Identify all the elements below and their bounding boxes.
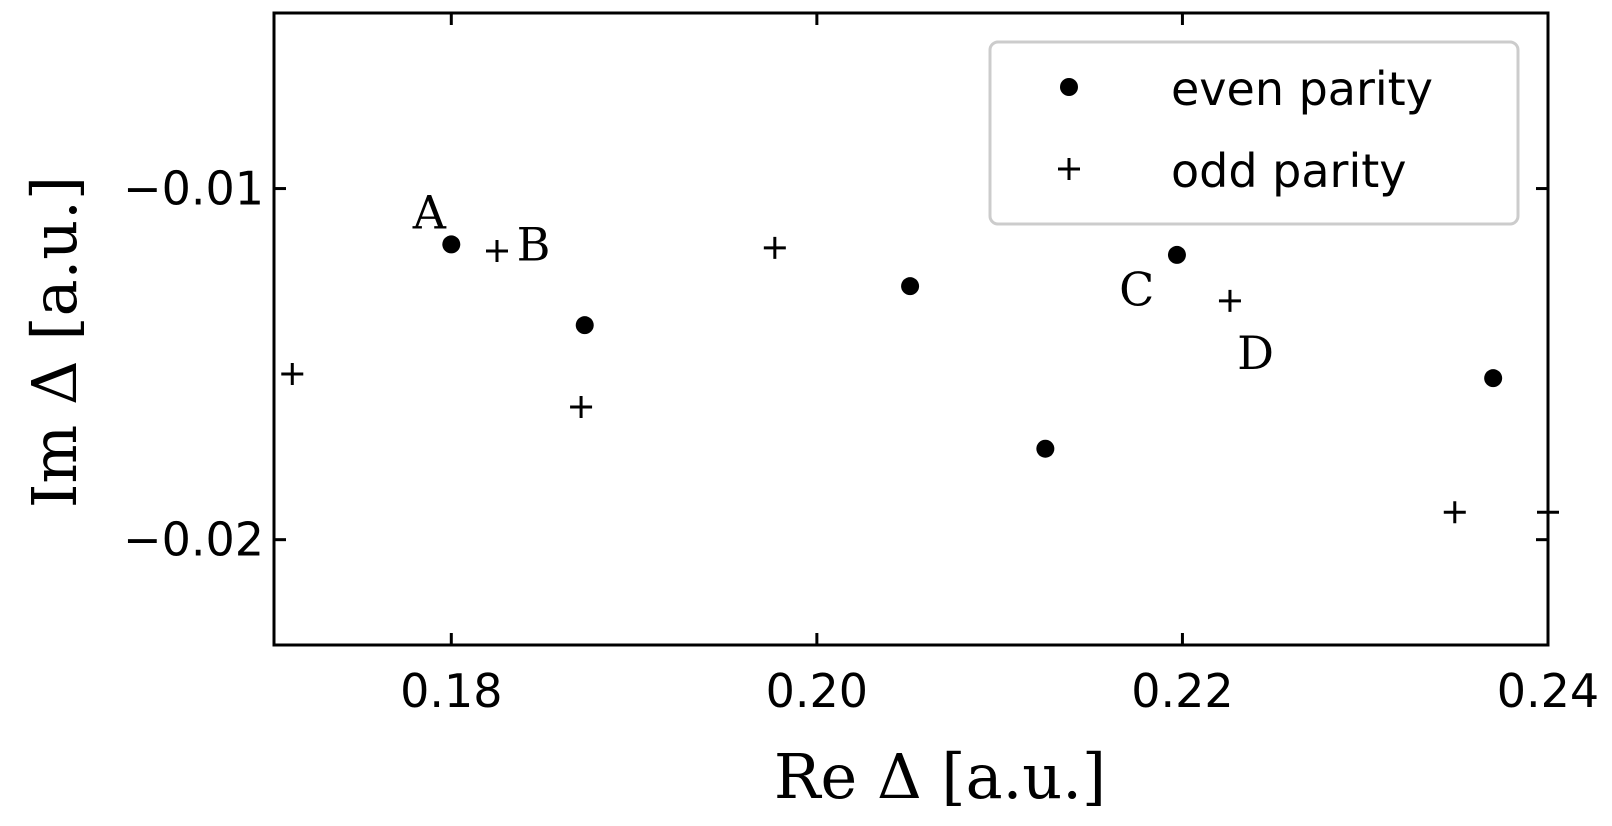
legend: even parity odd parity [988,40,1520,226]
legend-marker-odd-parity [1058,158,1080,180]
x-tick-label: 0.18 [400,664,502,718]
data-point-even-parity [575,316,594,335]
x-tick-label: 0.22 [1131,664,1233,718]
data-point-odd-parity [570,395,593,418]
y-tick-label: −0.02 [123,513,264,567]
legend-label-odd-parity: odd parity [1171,144,1407,198]
y-axis-title: Im Δ [a.u.] [18,176,91,508]
annotation-a: A [412,185,447,239]
x-axis-title: Re Δ [a.u.] [774,740,1106,813]
data-point-even-parity [442,235,461,254]
x-tick-label: 0.24 [1497,664,1599,718]
legend-label-even-parity: even parity [1171,62,1433,116]
plot-area: 0.18 0.20 0.22 0.24 −0.01 −0.02 A B C D [123,11,1599,718]
data-point-odd-parity [763,236,786,259]
annotation-d: D [1237,326,1274,380]
annotation-c: C [1119,263,1154,317]
data-point-even-parity [901,277,920,296]
legend-box [988,40,1520,226]
data-point-odd-parity [485,240,508,263]
data-point-odd-parity [1443,501,1466,524]
data-point-even-parity [1484,369,1503,388]
data-point-even-parity [1167,245,1186,264]
y-tick-label: −0.01 [123,162,264,216]
data-point-odd-parity [281,362,304,385]
data-point-odd-parity [1218,289,1241,312]
x-tick-label: 0.20 [766,664,868,718]
legend-marker-even-parity [1060,78,1078,96]
annotation-b: B [517,218,551,272]
data-point-odd-parity [1537,501,1559,524]
data-point-even-parity [1036,439,1055,458]
axes-frame [272,11,1550,647]
